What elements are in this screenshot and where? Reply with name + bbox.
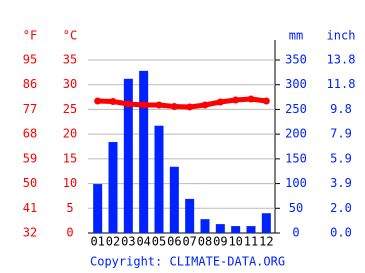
x-tick-label: 09	[213, 235, 227, 249]
temperature-point	[155, 101, 163, 109]
c-tick-label: 30	[63, 77, 77, 91]
f-tick-label: 77	[23, 102, 37, 116]
f-tick-label: 59	[23, 151, 37, 165]
inch-tick-label: 13.8	[327, 53, 356, 67]
temperature-point	[247, 95, 255, 103]
inch-tick-label: 11.8	[327, 77, 356, 91]
mm-tick-label: 0	[292, 226, 299, 240]
inch-tick-label: 9.8	[330, 102, 352, 116]
f-axis-title: °F	[23, 29, 37, 43]
mm-tick-label: 100	[285, 176, 307, 190]
temperature-point	[186, 103, 194, 111]
f-tick-label: 32	[23, 226, 37, 240]
temperature-point	[216, 98, 224, 106]
precipitation-bar	[231, 226, 241, 233]
x-tick-label: 08	[198, 235, 212, 249]
f-tick-label: 86	[23, 77, 37, 91]
c-tick-label: 0	[66, 226, 73, 240]
precipitation-bar	[246, 226, 256, 233]
precipitation-bar	[93, 184, 103, 233]
x-tick-label: 04	[136, 235, 150, 249]
mm-axis-title: mm	[289, 29, 303, 43]
copyright: Copyright: CLIMATE-DATA.ORG	[90, 255, 285, 269]
precipitation-bar	[154, 125, 164, 233]
x-tick-label: 11	[244, 235, 258, 249]
precipitation-bar	[200, 219, 210, 233]
inch-axis-title: inch	[327, 29, 356, 43]
c-tick-label: 20	[63, 127, 77, 141]
inch-tick-label: 2.0	[330, 201, 352, 215]
temperature-point	[170, 102, 178, 110]
f-tick-label: 50	[23, 176, 37, 190]
c-tick-label: 10	[63, 176, 77, 190]
mm-tick-label: 250	[285, 102, 307, 116]
mm-tick-label: 300	[285, 77, 307, 91]
temperature-point	[201, 101, 209, 109]
precipitation-bar	[123, 78, 133, 233]
c-tick-label: 5	[66, 201, 73, 215]
inch-tick-label: 7.9	[330, 127, 352, 141]
c-tick-label: 35	[63, 53, 77, 67]
precipitation-bar	[215, 224, 225, 233]
temperature-point	[109, 98, 117, 106]
c-tick-label: 15	[63, 151, 77, 165]
x-tick-label: 02	[106, 235, 120, 249]
x-tick-label: 03	[121, 235, 135, 249]
mm-tick-label: 200	[285, 127, 307, 141]
x-tick-label: 01	[90, 235, 104, 249]
temperature-point	[140, 101, 148, 109]
f-tick-label: 68	[23, 127, 37, 141]
mm-tick-label: 350	[285, 53, 307, 67]
inch-tick-label: 0.0	[330, 226, 352, 240]
mm-tick-label: 50	[289, 201, 303, 215]
x-tick-label: 07	[182, 235, 196, 249]
inch-tick-label: 3.9	[330, 176, 352, 190]
temperature-point	[124, 100, 132, 108]
x-tick-label: 12	[259, 235, 273, 249]
temperature-point	[232, 96, 240, 104]
x-tick-label: 05	[152, 235, 166, 249]
precipitation-bar	[261, 213, 271, 233]
inch-tick-label: 5.9	[330, 151, 352, 165]
temperature-point	[262, 97, 270, 105]
x-tick-label: 10	[228, 235, 242, 249]
f-tick-label: 41	[23, 201, 37, 215]
mm-tick-label: 150	[285, 151, 307, 165]
precipitation-bar	[185, 198, 195, 233]
temperature-point	[94, 97, 102, 105]
precipitation-bar	[169, 166, 179, 233]
x-tick-label: 06	[167, 235, 181, 249]
c-tick-label: 25	[63, 102, 77, 116]
precipitation-bar	[139, 70, 149, 233]
c-axis-title: °C	[63, 29, 77, 43]
precipitation-bar	[108, 142, 118, 233]
f-tick-label: 95	[23, 53, 37, 67]
temperature-line	[97, 96, 267, 110]
